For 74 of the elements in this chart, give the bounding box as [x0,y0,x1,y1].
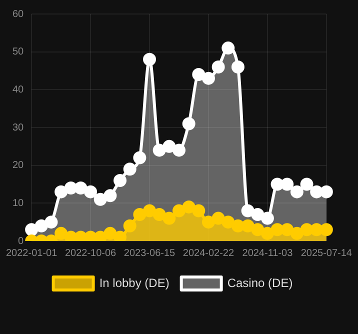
point [172,144,186,157]
point [25,223,38,236]
point [133,151,146,164]
point [74,230,88,241]
point [241,204,254,218]
legend-label: Casino (DE) [227,276,293,290]
point [280,178,294,191]
point [222,42,235,55]
point [104,189,117,202]
point [104,226,117,240]
point [94,192,107,206]
point [231,60,244,74]
point [251,208,264,222]
point [222,216,235,229]
point [270,223,284,236]
y-tick-label: 60 [12,8,24,20]
y-tick-label: 30 [12,122,24,134]
point [270,178,284,191]
y-tick-label: 10 [12,198,24,209]
point [114,230,127,241]
point [133,208,146,222]
y-tick-label: 50 [12,46,24,58]
x-tick-label: 2023-06-15 [124,248,176,259]
point [310,223,324,236]
point [172,204,186,218]
point [192,204,206,218]
point [143,52,156,66]
point [84,230,98,241]
point [114,174,127,187]
point [192,68,206,82]
x-tick-label: 2025-07-14 [300,248,352,259]
point [44,216,58,229]
point [212,212,225,225]
point [54,185,68,198]
point [260,226,274,240]
point [212,60,225,74]
x-tick-label: 2024-02-22 [182,248,234,259]
point [241,219,254,232]
point [290,185,304,198]
point [34,219,48,232]
point [202,216,215,229]
point [182,117,196,130]
point [162,212,176,225]
point [320,185,333,198]
point [123,162,136,176]
point [64,182,78,195]
point [143,204,156,218]
point [290,226,304,240]
point [320,223,333,236]
x-tick-label: 2022-01-01 [6,248,58,259]
point [310,185,324,198]
point [94,230,107,241]
point [123,219,136,232]
point [182,200,196,214]
point [162,140,176,153]
point [202,72,215,85]
legend-label: In lobby (DE) [99,276,170,290]
y-tick-label: 20 [12,160,24,172]
point [280,223,294,236]
x-tick-label: 2022-10-06 [64,248,117,259]
point [231,219,244,232]
point [54,226,68,240]
point [152,144,166,157]
point [300,178,314,191]
y-tick-label: 40 [12,84,24,96]
x-tick-label: 2024-11-03 [242,248,294,259]
point [251,223,264,236]
point [74,182,88,195]
point [64,230,78,241]
point [152,208,166,222]
y-tick-label: 0 [18,236,24,247]
point [260,212,274,225]
point [84,185,98,198]
point [300,223,314,236]
